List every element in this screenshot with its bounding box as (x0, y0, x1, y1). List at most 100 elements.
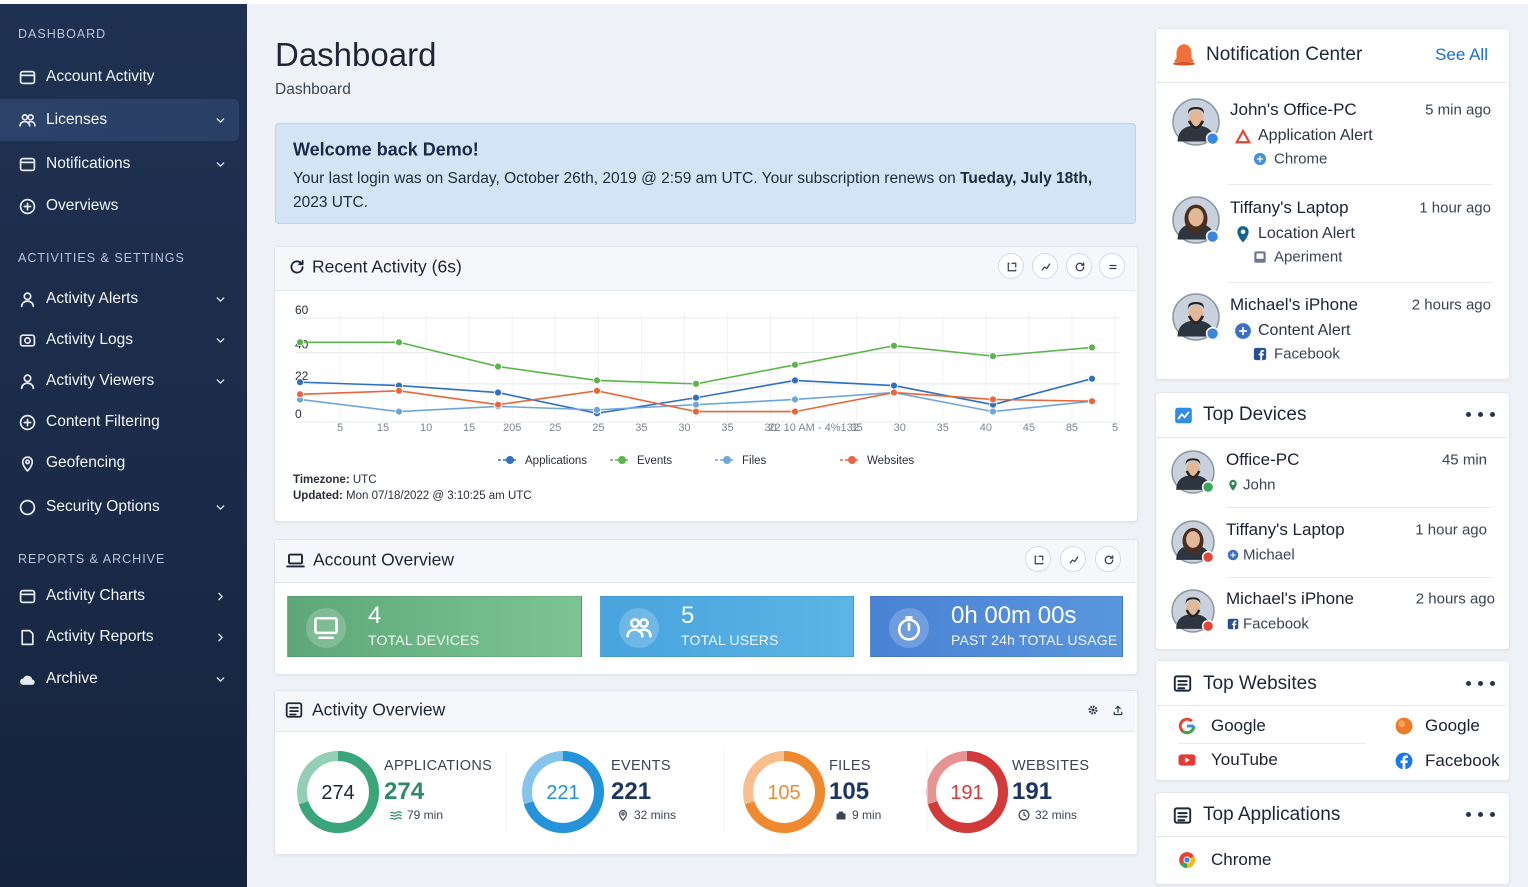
icon (21, 455, 33, 472)
notification-device[interactable]: Michael's iPhone (1230, 295, 1358, 314)
sidebar-item[interactable]: Licenses (0, 99, 239, 141)
sidebar-item[interactable]: Activity Reports (0, 616, 247, 658)
more-dot[interactable] (1489, 411, 1495, 417)
icon-part (22, 373, 32, 382)
activity-detail: 32 mins (1035, 808, 1078, 822)
sidebar-item[interactable]: Security Options (0, 486, 247, 528)
top-websites-card (1155, 660, 1510, 781)
icon (1227, 549, 1239, 561)
data-point (395, 407, 403, 416)
more-dot[interactable] (1489, 811, 1495, 817)
icon-part (18, 120, 36, 127)
avatar-hair (1185, 458, 1201, 466)
icon-part (1185, 757, 1190, 763)
icon-part (216, 117, 224, 123)
more-dot[interactable] (1477, 411, 1483, 417)
notification-device[interactable]: John's Office-PC (1230, 100, 1357, 119)
notification-device[interactable]: Tiffany's Laptop (1230, 198, 1349, 217)
icon-part (22, 201, 32, 211)
icon (19, 198, 35, 214)
website-name[interactable]: Google (1425, 716, 1480, 735)
top-bar (0, 0, 1528, 4)
header-button[interactable] (1095, 546, 1121, 572)
sidebar-item[interactable]: Account Activity (0, 56, 247, 98)
icon (1075, 262, 1085, 272)
sidebar-heading: DASHBOARD (18, 27, 107, 41)
sidebar-item[interactable]: Notifications (0, 143, 247, 185)
more-dot[interactable] (1477, 680, 1483, 686)
more-dot[interactable] (1489, 680, 1495, 686)
more-dot[interactable] (1465, 411, 1471, 417)
icon (836, 811, 846, 820)
more-dot[interactable] (1465, 811, 1471, 817)
header-button[interactable] (1099, 253, 1125, 279)
timezone-value: UTC (349, 474, 377, 486)
icon (1069, 556, 1079, 564)
more-dot[interactable] (1477, 811, 1483, 817)
stat-value: 4 (368, 602, 382, 629)
data-point (593, 376, 601, 385)
device-name[interactable]: Tiffany's Laptop (1226, 520, 1345, 539)
series-line (300, 341, 1093, 385)
header-button[interactable] (998, 253, 1024, 279)
header-button[interactable] (1060, 546, 1086, 572)
icon (19, 589, 35, 603)
divider (1226, 577, 1492, 578)
icon (216, 296, 224, 302)
icon (1253, 152, 1267, 166)
icon-part (897, 618, 921, 641)
stat-value: 0h 00m 00s (951, 602, 1077, 629)
card-title: Activity Overview (312, 699, 446, 720)
device-name[interactable]: Michael's iPhone (1226, 589, 1354, 608)
sidebar-item[interactable]: Content Filtering (0, 401, 247, 443)
data-point (494, 362, 502, 371)
header-button[interactable] (1025, 546, 1051, 572)
icon-part (20, 299, 34, 307)
sidebar-item[interactable]: Overviews (0, 185, 247, 227)
see-all-link[interactable]: See All (1435, 45, 1488, 64)
header-button[interactable] (1066, 253, 1092, 279)
sidebar-item[interactable]: Geofencing (0, 442, 247, 484)
card-title: Top Websites (1203, 673, 1317, 694)
header-button[interactable] (1032, 253, 1058, 279)
avatar-beard (1185, 609, 1201, 618)
icon (216, 161, 224, 167)
icon-part (314, 616, 338, 635)
legend-label: Events (637, 455, 672, 467)
icon (1173, 806, 1191, 824)
sidebar-item[interactable]: Activity Charts (0, 575, 247, 617)
icon-part (216, 378, 224, 384)
icon (19, 675, 35, 685)
icon (19, 70, 35, 84)
icon-part (1007, 262, 1017, 272)
icon (1018, 809, 1030, 821)
device-user: Michael (1243, 546, 1295, 564)
icon-part (1256, 253, 1264, 259)
application-name[interactable]: Chrome (1211, 850, 1272, 869)
breadcrumb: Dashboard (275, 81, 351, 98)
icon-part (1088, 705, 1098, 715)
sidebar-item[interactable]: Activity Logs (0, 319, 247, 361)
icon-part (285, 702, 303, 718)
ring-center (308, 762, 368, 822)
icon-part (19, 675, 35, 685)
icon (20, 291, 34, 307)
timezone-label: Timezone: (293, 474, 350, 486)
legend-label: Applications (525, 455, 587, 467)
data-point (791, 407, 799, 416)
more-dot[interactable] (1465, 680, 1471, 686)
website-name[interactable]: Facebook (1425, 751, 1500, 770)
device-name[interactable]: Office-PC (1226, 450, 1300, 469)
card-header (275, 247, 1135, 291)
sidebar-item[interactable]: Archive (0, 658, 247, 700)
notification-alert: Content Alert (1258, 322, 1351, 339)
icon-part (1173, 61, 1195, 66)
updated-value: Mon 07/18/2022 @ 3:10:25 am UTC (342, 490, 532, 502)
icon-part (19, 414, 35, 430)
sidebar-item[interactable]: Activity Alerts (0, 278, 247, 320)
sidebar-item[interactable]: Activity Viewers (0, 360, 247, 402)
website-name[interactable]: Google (1211, 716, 1266, 735)
activity-value: 221 (611, 778, 652, 805)
icon-part (22, 291, 32, 300)
website-name[interactable]: YouTube (1211, 750, 1278, 769)
